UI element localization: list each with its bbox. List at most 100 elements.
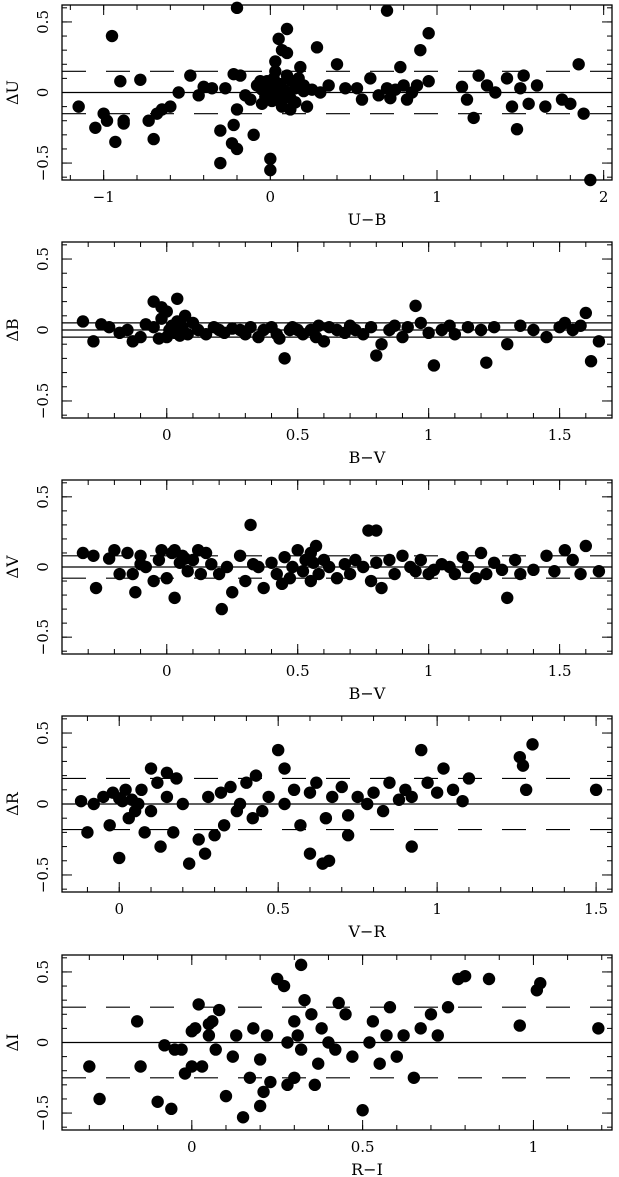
data-point [113, 567, 126, 581]
data-point [303, 847, 317, 860]
y-tick-label: −0.5 [34, 857, 52, 893]
data-point [195, 1060, 209, 1073]
data-point [147, 574, 160, 588]
data-point [414, 1022, 427, 1035]
data-point [329, 1043, 342, 1056]
data-point [422, 27, 435, 40]
y-axis-label: ΔR [3, 791, 22, 816]
data-point [456, 550, 469, 564]
data-point [303, 786, 317, 799]
y-tick-label: 0 [34, 562, 52, 572]
data-point [252, 560, 265, 574]
data-point [572, 58, 585, 71]
data-point [579, 539, 593, 553]
data-point [501, 591, 514, 605]
data-point [225, 137, 239, 150]
data-point [405, 840, 418, 853]
data-point [308, 1078, 321, 1092]
data-point [114, 75, 127, 88]
data-point [76, 546, 90, 560]
data-point [446, 783, 460, 797]
data-point [397, 1029, 410, 1042]
data-point [592, 335, 606, 348]
data-point [278, 797, 291, 811]
data-point [375, 337, 388, 351]
data-point [380, 1029, 393, 1042]
data-point [273, 332, 286, 345]
data-point [592, 565, 606, 578]
data-point [462, 772, 476, 785]
data-point [209, 1043, 222, 1056]
data-point [215, 602, 228, 616]
data-point [234, 69, 247, 82]
x-axis-label: B−V [349, 448, 386, 467]
data-point [510, 122, 524, 136]
x-tick-label: 0 [162, 662, 172, 680]
data-point [254, 75, 267, 88]
data-point [271, 743, 285, 757]
x-tick-label: 1 [424, 662, 434, 680]
data-point [226, 1050, 240, 1063]
data-point [456, 794, 469, 808]
data-point [372, 89, 385, 102]
data-point [287, 783, 301, 797]
data-point [247, 1022, 260, 1035]
data-point [171, 292, 184, 305]
data-point [283, 572, 297, 585]
data-point [370, 556, 383, 569]
data-point [264, 1075, 277, 1089]
data-point [208, 829, 221, 842]
data-point [277, 979, 291, 993]
data-point [341, 829, 355, 842]
data-point [455, 80, 469, 94]
data-point [330, 58, 344, 71]
data-point [458, 969, 472, 983]
data-point [226, 586, 239, 599]
data-point [76, 315, 90, 328]
data-point [480, 356, 493, 369]
data-point [160, 766, 174, 779]
data-point [244, 93, 257, 106]
x-axis-label: U−B [348, 210, 387, 229]
data-point [294, 1043, 308, 1056]
data-point [286, 560, 299, 574]
data-point [152, 553, 166, 567]
data-point [158, 1039, 171, 1052]
data-point [513, 1019, 526, 1032]
data-point [214, 786, 228, 799]
data-point [184, 69, 197, 82]
x-tick-label: 1 [432, 188, 442, 206]
data-point [421, 776, 434, 789]
data-point [249, 769, 263, 782]
data-point [480, 567, 493, 581]
x-tick-label: 1.5 [548, 426, 572, 444]
data-point [519, 783, 533, 797]
data-point [558, 316, 572, 330]
data-point [584, 355, 598, 368]
data-point [138, 826, 151, 839]
data-point [427, 359, 441, 372]
data-point [448, 328, 462, 341]
data-point [316, 857, 329, 870]
data-point [230, 1, 244, 15]
data-point [151, 1095, 164, 1108]
data-point [189, 1022, 202, 1035]
data-point [469, 572, 483, 585]
data-point [256, 804, 269, 818]
data-point [160, 790, 174, 804]
y-tick-label: −0.5 [34, 1095, 52, 1131]
data-point [312, 567, 325, 581]
x-tick-label: 1 [424, 426, 434, 444]
data-point [430, 786, 444, 799]
data-point [396, 549, 409, 562]
data-point [364, 72, 377, 85]
data-point [467, 111, 480, 125]
data-point [367, 786, 380, 799]
data-point [214, 156, 227, 170]
data-point [461, 560, 475, 574]
y-tick-label: −0.5 [34, 145, 52, 181]
data-point [539, 100, 552, 113]
data-point [87, 797, 100, 811]
data-point [100, 114, 114, 127]
